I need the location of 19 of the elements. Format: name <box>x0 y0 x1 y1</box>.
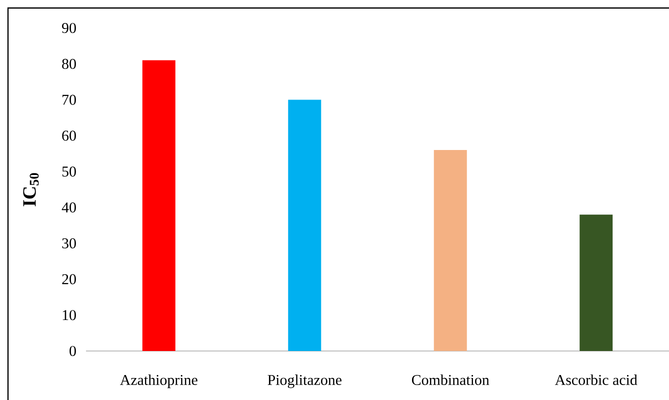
bar <box>288 100 322 351</box>
x-tick-label: Pioglitazone <box>268 374 342 388</box>
y-tick-label: 50 <box>62 166 76 177</box>
y-tick-label: 20 <box>62 274 76 284</box>
x-tick-label: Azathioprine <box>120 374 198 388</box>
y-tick-label: 90 <box>62 22 76 34</box>
y-tick-label: 10 <box>62 310 76 320</box>
y-tick-label: 0 <box>70 346 76 356</box>
y-tick-label: 70 <box>62 94 76 105</box>
y-tick-label: 80 <box>62 58 76 69</box>
x-tick-label: Ascorbic acid <box>554 374 638 386</box>
bar <box>142 60 176 351</box>
y-tick-label: 30 <box>62 238 76 248</box>
bar <box>580 214 613 351</box>
x-tick-label: Combination <box>412 374 490 386</box>
bar <box>434 150 467 351</box>
y-axis-title: IC$_{50}$ <box>23 173 39 206</box>
y-tick-label: 60 <box>62 130 76 141</box>
y-tick-label: 40 <box>62 202 76 212</box>
